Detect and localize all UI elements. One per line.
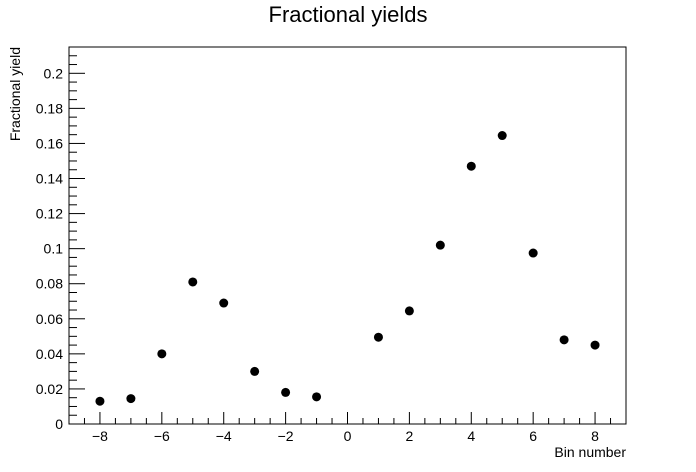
- data-point: [528, 248, 538, 258]
- data-point: [404, 306, 414, 316]
- x-tick-label: −4: [216, 428, 232, 444]
- y-tick-label: 0.2: [44, 65, 64, 81]
- data-point: [466, 161, 476, 171]
- data-point: [95, 396, 105, 406]
- data-point: [312, 392, 322, 402]
- y-tick-label: 0.16: [36, 135, 63, 151]
- y-tick-label: 0.08: [36, 276, 63, 292]
- x-tick-label: −2: [278, 428, 294, 444]
- plot-frame: [68, 46, 627, 425]
- y-tick-label: 0.04: [36, 346, 63, 362]
- x-tick-label: −8: [92, 428, 108, 444]
- data-point: [281, 387, 291, 397]
- data-point: [126, 394, 136, 404]
- x-tick-label: 2: [405, 428, 413, 444]
- x-tick-label: 8: [591, 428, 599, 444]
- data-point: [373, 332, 383, 342]
- x-tick-label: −6: [154, 428, 170, 444]
- data-point: [559, 335, 569, 345]
- data-point: [497, 131, 507, 141]
- y-axis-label: Fractional yield: [7, 47, 23, 141]
- y-tick-label: 0.18: [36, 100, 63, 116]
- x-tick-label: 6: [529, 428, 537, 444]
- x-axis: −8 −6 −4 −2 0 2 4 6 8: [68, 412, 627, 444]
- x-axis-label: Bin number: [554, 444, 626, 460]
- data-point: [219, 298, 229, 308]
- x-tick-label: 0: [344, 428, 352, 444]
- data-point: [590, 340, 600, 350]
- x-tick-label: 4: [467, 428, 475, 444]
- y-tick-label: 0.14: [36, 171, 63, 187]
- data-point: [250, 366, 260, 376]
- data-point: [157, 349, 167, 359]
- data-point: [188, 277, 198, 287]
- data-points: [95, 131, 600, 406]
- y-tick-label: 0: [55, 416, 63, 432]
- y-tick-label: 0.1: [44, 241, 64, 257]
- y-tick-label: 0.02: [36, 381, 63, 397]
- y-axis: 0 0.02 0.04 0.06 0.08 0.1 0.12 0.14 0.16 0.18 0.2: [36, 46, 85, 432]
- y-tick-label: 0.12: [36, 206, 63, 222]
- y-tick-label: 0.06: [36, 311, 63, 327]
- data-point: [435, 240, 445, 250]
- chart-title: Fractional yields: [269, 2, 428, 27]
